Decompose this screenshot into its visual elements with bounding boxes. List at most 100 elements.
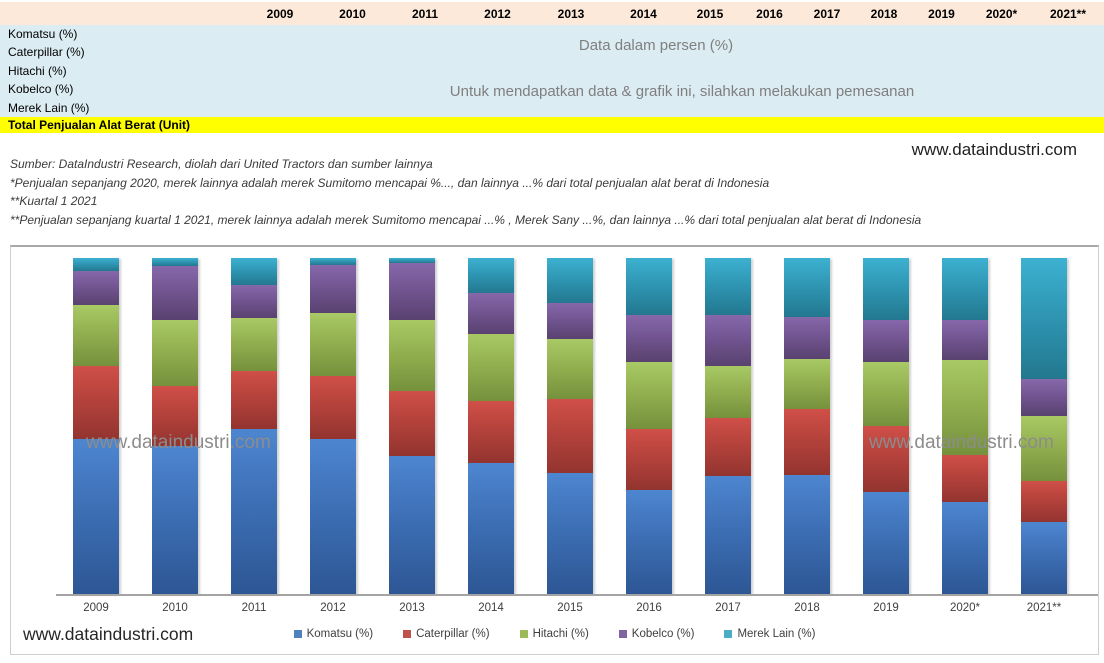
legend-marker	[618, 630, 627, 638]
legend-label: Merek Lain (%)	[737, 628, 816, 640]
bar-segment	[468, 462, 514, 594]
bar-segment	[310, 313, 356, 376]
year-header-cell: 2017	[813, 6, 841, 21]
bar-segment	[942, 258, 988, 321]
bar-segment	[389, 320, 435, 391]
stacked-bar-2011	[231, 258, 277, 594]
stacked-bar-2012	[310, 258, 356, 594]
legend-label: Kobelco (%)	[631, 628, 695, 640]
bar-segment	[1021, 378, 1067, 416]
bar-segment	[705, 258, 751, 316]
bar-segment	[942, 454, 988, 502]
bar-segment	[705, 476, 751, 594]
bar-segment	[468, 333, 514, 401]
bar-segment	[152, 320, 198, 386]
watermark-chart-right: www.dataindustri.com	[869, 432, 1054, 453]
x-axis-label: 2010	[162, 602, 188, 614]
bar-segment	[389, 456, 435, 594]
source-footnotes: Sumber: DataIndustri Research, diolah da…	[10, 155, 1010, 229]
bar-segment	[1021, 415, 1067, 482]
overlay-note-order: Untuk mendapatkan data & grafik ini, sil…	[449, 83, 915, 100]
bar-segment	[784, 316, 830, 359]
bar-segment	[547, 399, 593, 473]
bar-segment	[231, 429, 277, 594]
table-row-label: Merek Lain (%)	[8, 100, 90, 115]
stacked-bar-2019	[863, 258, 909, 594]
year-header-cell: 2020*	[985, 6, 1018, 21]
table-row-labels: Komatsu (%) Caterpillar (%) Hitachi (%) Kob…	[0, 25, 244, 117]
footnote-line: Sumber: DataIndustri Research, diolah da…	[10, 157, 433, 171]
year-header-cell: 2009	[266, 6, 294, 21]
table-row-label: Kobelco (%)	[8, 82, 74, 97]
bar-segment	[468, 400, 514, 463]
legend-label: Hitachi (%)	[532, 628, 589, 640]
x-axis-label: 2011	[241, 602, 267, 614]
bar-segment	[310, 375, 356, 440]
legend-item: Hitachi (%)	[519, 628, 589, 640]
stacked-bar-2009	[73, 258, 119, 594]
stacked-bar-2016	[626, 258, 672, 594]
table-header-row: 2009 2010 2011 2012 2013 2014 2015 2016 2017 2018…	[0, 2, 1104, 25]
year-header-cell: 2021**	[1049, 6, 1087, 21]
year-header-cell: 2011	[411, 6, 439, 21]
bar-segment	[310, 258, 356, 265]
legend-marker	[403, 630, 412, 638]
stacked-bar-2013	[389, 258, 435, 594]
bar-segment	[73, 365, 119, 440]
legend-item: Merek Lain (%)	[724, 628, 815, 640]
bar-segment	[547, 258, 593, 304]
bar-segment	[626, 315, 672, 363]
x-axis-line	[56, 594, 1098, 596]
legend-marker	[519, 630, 528, 638]
x-axis-label: 2013	[399, 602, 425, 614]
stacked-bar-2020*	[942, 258, 988, 594]
bar-segment	[547, 473, 593, 594]
bar-segment	[310, 264, 356, 314]
bar-segment	[626, 362, 672, 430]
bar-segment	[942, 320, 988, 361]
bar-segment	[547, 303, 593, 339]
bar-segment	[863, 491, 909, 594]
bar-segment	[784, 409, 830, 475]
bar-segment	[231, 370, 277, 430]
x-axis-label: 2019	[873, 602, 899, 614]
bar-segment	[863, 258, 909, 321]
bar-segment	[152, 385, 198, 447]
legend-marker	[724, 630, 733, 638]
x-axis-label: 2017	[715, 602, 741, 614]
bar-segment	[231, 318, 277, 371]
stacked-bar-2014	[468, 258, 514, 594]
bar-segment	[468, 293, 514, 334]
x-axis-label: 2021**	[1026, 602, 1062, 614]
stacked-bar-2015	[547, 258, 593, 594]
x-axis-label: 2014	[478, 602, 504, 614]
bar-segment	[1021, 521, 1067, 594]
bar-segment	[547, 338, 593, 400]
overlay-note-percent: Data dalam persen (%)	[578, 37, 734, 54]
table-row-label: Komatsu (%)	[8, 27, 78, 41]
chart-legend: Komatsu (%) Caterpillar (%) Hitachi (%) Kob…	[11, 628, 1098, 640]
year-header-cell: 2016	[756, 6, 783, 21]
bar-segment	[942, 501, 988, 594]
bar-segment	[152, 446, 198, 594]
table-total-row: Total Penjualan Alat Berat (Unit)	[0, 117, 1104, 133]
bar-segment	[1021, 258, 1067, 379]
footnote-line: **Kuartal 1 2021	[10, 194, 98, 209]
bar-segment	[705, 365, 751, 418]
x-axis-label: 2015	[557, 602, 583, 614]
bar-segment	[705, 417, 751, 477]
bar-segment	[784, 358, 830, 410]
year-header-cell: 2013	[557, 6, 585, 21]
year-header-cell: 2018	[870, 6, 898, 21]
stacked-bar-2010	[152, 258, 198, 594]
bar-segment	[389, 390, 435, 457]
bar-segment	[231, 258, 277, 285]
bar-segment	[784, 258, 830, 317]
bar-segment	[784, 474, 830, 594]
bar-segment	[389, 263, 435, 321]
legend-item: Caterpillar (%)	[403, 628, 490, 640]
bar-segment	[73, 271, 119, 306]
bar-segment	[73, 305, 119, 366]
year-header-cell: 2012	[484, 6, 511, 21]
